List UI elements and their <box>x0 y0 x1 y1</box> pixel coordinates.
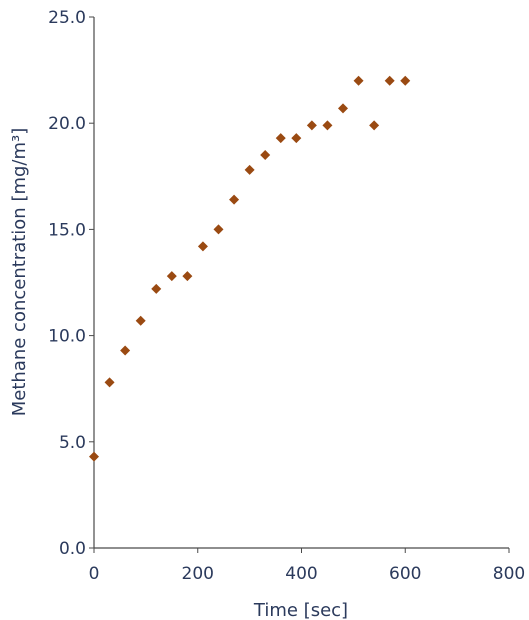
data-point <box>120 345 131 356</box>
data-point <box>197 241 208 252</box>
data-point <box>104 377 115 388</box>
y-tick-label: 25.0 <box>48 8 86 28</box>
data-point <box>306 120 317 131</box>
data-point <box>244 164 255 175</box>
data-point <box>291 133 302 144</box>
data-point <box>151 283 162 294</box>
y-tick-label: 15.0 <box>48 220 86 240</box>
data-point <box>275 133 286 144</box>
data-points <box>89 75 411 462</box>
y-axis-title: Methane concentration [mg/m³] <box>9 128 30 417</box>
data-point <box>322 120 333 131</box>
data-point <box>260 150 271 161</box>
x-tick-label: 200 <box>182 564 214 584</box>
x-tick-label: 400 <box>285 564 317 584</box>
data-point <box>229 194 240 205</box>
data-point <box>369 120 380 131</box>
x-tick-label: 800 <box>493 564 525 584</box>
x-tick-label: 600 <box>389 564 421 584</box>
y-tick-label: 5.0 <box>59 433 86 453</box>
axes <box>93 17 509 549</box>
data-point <box>338 103 348 114</box>
ticks: 0 200 400 600 800 0.0 5.0 10.0 15.0 20.0 25.0 <box>48 8 525 584</box>
x-axis-title: Time [sec] <box>253 600 348 620</box>
data-point <box>89 451 99 462</box>
data-point <box>135 315 146 326</box>
data-point <box>166 271 177 282</box>
data-point <box>384 75 395 86</box>
data-point <box>182 271 193 282</box>
y-tick-label: 20.0 <box>48 114 86 134</box>
y-tick-label: 0.0 <box>59 539 86 559</box>
data-point <box>353 75 364 86</box>
y-tick-label: 10.0 <box>48 327 86 347</box>
x-tick-label: 0 <box>89 564 100 584</box>
data-point <box>400 75 411 86</box>
data-point <box>213 224 224 235</box>
